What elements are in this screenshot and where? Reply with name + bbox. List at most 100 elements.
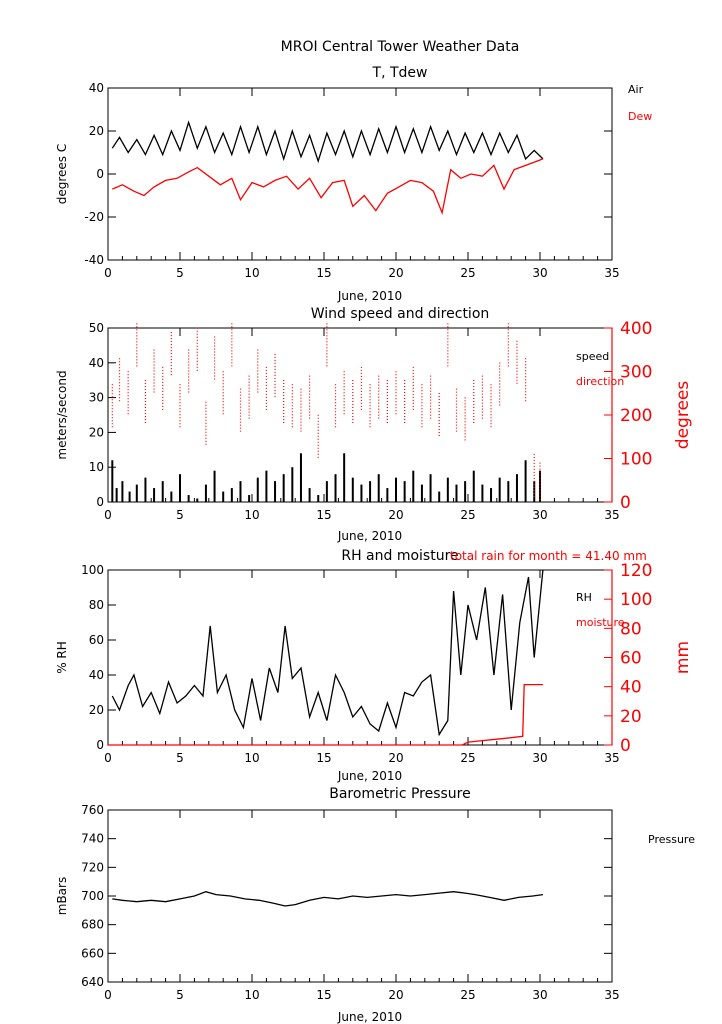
y-tick-label: 760 xyxy=(81,803,104,817)
wind-chart: 0 5 10 15 20 25 30 35010203040500100200300400de… xyxy=(55,306,693,543)
x-tick-label: 20 xyxy=(388,988,403,1002)
y2-tick-label: 60 xyxy=(620,649,642,669)
rain-total-annotation: total rain for month = 41.40 mm xyxy=(450,549,647,563)
y-tick-label: -40 xyxy=(84,253,104,267)
y2-tick-label: 200 xyxy=(620,406,652,426)
x-tick-label: 25 xyxy=(460,751,475,765)
y-tick-label: 20 xyxy=(89,703,104,717)
legend-entry: direction xyxy=(576,375,624,388)
legend-entry: RH xyxy=(576,591,592,604)
x-axis-label: June, 2010 xyxy=(337,289,402,303)
x-tick-label: 30 xyxy=(532,266,547,280)
y2-tick-label: 300 xyxy=(620,363,652,383)
x-tick-label: 10 xyxy=(244,508,259,522)
series-line-RH xyxy=(111,569,544,737)
y-axis-label: degrees C xyxy=(55,144,69,205)
y-tick-label: 680 xyxy=(81,918,104,932)
y-tick-label: -20 xyxy=(84,210,104,224)
page-title: MROI Central Tower Weather Data xyxy=(281,39,520,55)
y2-tick-label: 80 xyxy=(620,619,642,639)
y-tick-label: 0 xyxy=(96,167,104,181)
y2-tick-label: 0 xyxy=(620,736,631,756)
y2-tick-label: 400 xyxy=(620,319,652,339)
x-tick-label: 0 xyxy=(104,751,112,765)
x-tick-label: 25 xyxy=(460,508,475,522)
x-tick-label: 15 xyxy=(316,508,331,522)
chart-title: Barometric Pressure xyxy=(329,786,471,802)
series-line-Pressure xyxy=(112,891,543,907)
y-tick-label: 20 xyxy=(89,124,104,138)
series-line-Air xyxy=(111,120,544,164)
y-tick-label: 640 xyxy=(81,975,104,989)
x-tick-label: 10 xyxy=(244,751,259,765)
x-tick-label: 0 xyxy=(104,988,112,1002)
x-tick-label: 35 xyxy=(604,508,619,522)
x-tick-label: 25 xyxy=(460,988,475,1002)
y-tick-label: 30 xyxy=(89,391,104,405)
x-tick-label: 35 xyxy=(604,988,619,1002)
y-tick-label: 50 xyxy=(89,321,104,335)
x-tick-label: 35 xyxy=(604,266,619,280)
chart-title: Wind speed and direction xyxy=(311,306,490,322)
y-tick-label: 40 xyxy=(89,81,104,95)
y-tick-label: 660 xyxy=(81,946,104,960)
legend-entry: Pressure xyxy=(648,833,695,846)
x-tick-label: 35 xyxy=(604,751,619,765)
humidity-chart: 0 5 10 15 20 25 30 3502040608010002040608010012… xyxy=(55,548,693,783)
y2-tick-label: 40 xyxy=(620,678,642,698)
legend-entry: speed xyxy=(576,350,609,363)
temperature-chart: 0 5 10 15 20 25 30 35 -40 -20 0 20 40 T, Tdew June, 20… xyxy=(55,65,652,303)
x-tick-label: 20 xyxy=(388,508,403,522)
x-tick-label: 30 xyxy=(532,988,547,1002)
chart-title: T, Tdew xyxy=(372,65,428,81)
y-axis-label: meters/second xyxy=(55,370,69,459)
x-tick-label: 5 xyxy=(176,266,184,280)
x-tick-label: 5 xyxy=(176,508,184,522)
x-tick-label: 0 xyxy=(104,508,112,522)
y2-axis-label: mm xyxy=(673,641,693,674)
plot-frame xyxy=(107,327,613,503)
y2-tick-label: 120 xyxy=(620,561,652,581)
x-tick-label: 30 xyxy=(532,508,547,522)
pressure-chart: 0 5 10 15 20 25 30 35 640 660 680 700 720 740 760 Barom… xyxy=(55,786,695,1024)
y2-tick-label: 0 xyxy=(620,493,631,513)
y-tick-label: 60 xyxy=(89,633,104,647)
series-line-moisture xyxy=(108,683,543,746)
y2-tick-label: 100 xyxy=(620,450,652,470)
x-tick-label: 10 xyxy=(244,266,259,280)
plot-frame xyxy=(107,569,613,746)
y-tick-label: 80 xyxy=(89,598,104,612)
chart-title: RH and moisture xyxy=(341,548,458,564)
x-tick-label: 5 xyxy=(176,988,184,1002)
x-tick-label: 30 xyxy=(532,751,547,765)
x-axis-label: June, 2010 xyxy=(337,529,402,543)
x-axis-label: June, 2010 xyxy=(337,1010,402,1024)
x-tick-label: 10 xyxy=(244,988,259,1002)
y-tick-label: 40 xyxy=(89,668,104,682)
x-tick-label: 25 xyxy=(460,266,475,280)
x-tick-label: 5 xyxy=(176,751,184,765)
y-tick-label: 740 xyxy=(81,832,104,846)
x-tick-label: 20 xyxy=(388,266,403,280)
x-tick-label: 15 xyxy=(316,988,331,1002)
x-axis-label: June, 2010 xyxy=(337,769,402,783)
x-tick-label: 20 xyxy=(388,751,403,765)
y-tick-label: 700 xyxy=(81,889,104,903)
y-axis-label: % RH xyxy=(55,641,69,674)
y-tick-label: 10 xyxy=(89,460,104,474)
y2-tick-label: 100 xyxy=(620,590,652,610)
y-tick-label: 0 xyxy=(96,495,104,509)
series-direction xyxy=(111,323,541,502)
legend-entry: Dew xyxy=(628,110,652,123)
x-tick-label: 15 xyxy=(316,266,331,280)
legend-entry: Air xyxy=(628,83,644,96)
y-tick-label: 100 xyxy=(81,563,104,577)
y2-axis-label: degrees xyxy=(673,381,693,450)
y-tick-label: 720 xyxy=(81,860,104,874)
y-axis-label: mBars xyxy=(55,877,69,915)
y2-tick-label: 20 xyxy=(620,707,642,727)
x-tick-label: 0 xyxy=(104,266,112,280)
x-tick-label: 15 xyxy=(316,751,331,765)
y-tick-label: 0 xyxy=(96,738,104,752)
